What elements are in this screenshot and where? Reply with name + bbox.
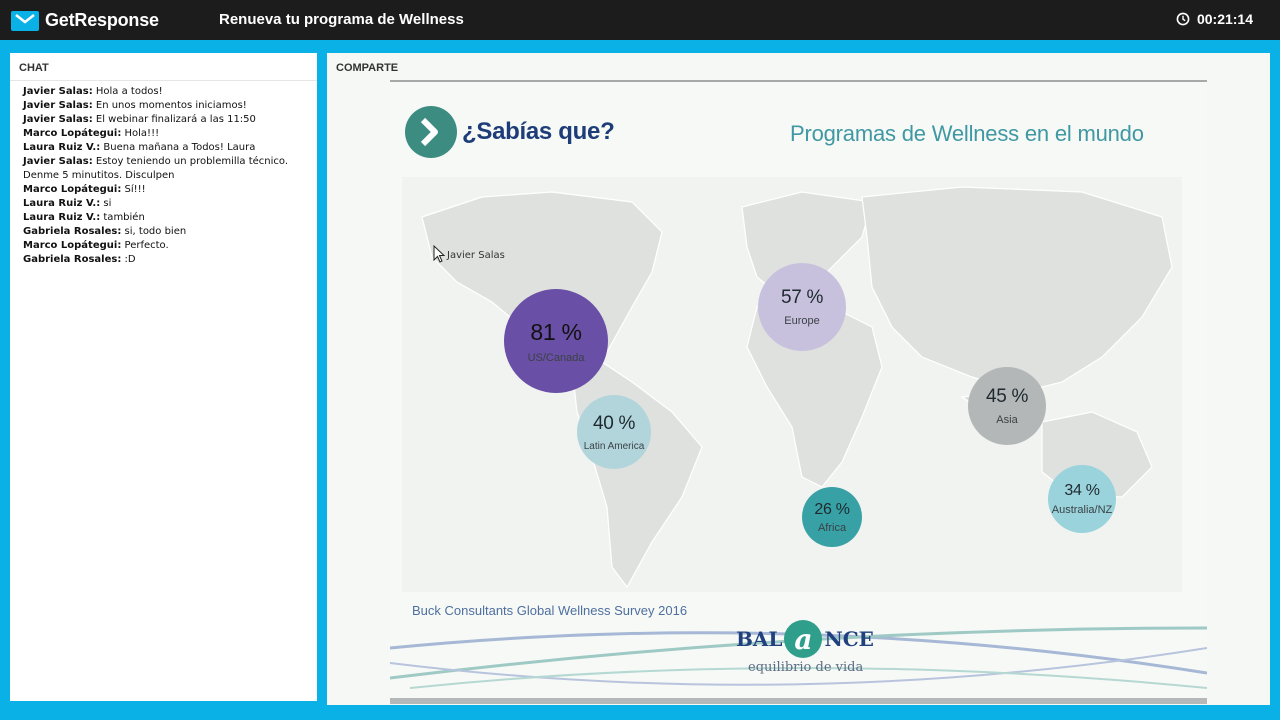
bubble-region: Africa [817,521,847,534]
chat-message-author: Javier Salas: [23,156,93,167]
chat-message-author: Laura Ruiz V.: [23,198,101,209]
chat-message-text: Perfecto. [124,240,169,251]
chat-message-text: Estoy teniendo un problemilla técnico. D… [23,156,289,181]
share-header: COMPARTE [327,53,1270,81]
bubble-europe: 57 % Europe [758,263,846,351]
bubble-percent: 40 % [592,412,636,434]
bubble-region: Latin America [583,440,645,452]
chevron-right-icon [405,106,457,158]
chat-message-author: Laura Ruiz V.: [23,142,101,153]
survey-source: Buck Consultants Global Wellness Survey … [412,603,688,618]
chat-message: Marco Lopátegui: Perfecto. [23,239,309,253]
top-bar: GetResponse Renueva tu programa de Welln… [0,0,1280,40]
chat-message-author: Javier Salas: [23,86,93,97]
bubble-percent: 45 % [985,386,1029,407]
bubble-percent: 34 % [1064,482,1100,499]
slide-title: Programas de Wellness en el mundo [790,121,1144,146]
chat-message-text: Hola!!! [124,128,160,139]
chat-message-text: Buena mañana a Todos! Laura [103,142,256,153]
bubble-percent: 57 % [780,287,824,308]
bubble-africa: 26 % Africa [802,487,862,547]
chat-panel: CHAT Javier Salas: Hola a todos! Javier S… [10,53,317,701]
chat-message: Javier Salas: El webinar finalizará a la… [23,113,309,127]
chat-message-author: Javier Salas: [23,114,93,125]
balance-logo: BAL a NCE [736,620,874,658]
chat-message-author: Marco Lopátegui: [23,184,122,195]
chat-message-author: Gabriela Rosales: [23,226,122,237]
balance-logo-left: BAL [736,627,783,651]
chat-message-text: :D [124,254,136,265]
chat-message-text: si, todo bien [124,226,187,237]
bubble-us-canada: 81 % US/Canada [504,289,608,393]
chat-message: Gabriela Rosales: :D [23,253,309,267]
timer-value: 00:21:14 [1196,11,1253,27]
chat-message-text: también [103,212,145,223]
chat-message: Marco Lopátegui: Hola!!! [23,127,309,141]
balance-logo-right: NCE [824,627,874,651]
getresponse-logo: GetResponse [11,10,159,31]
chat-message-author: Marco Lopátegui: [23,128,122,139]
chat-message: Javier Salas: Hola a todos! [23,85,309,99]
chat-header: CHAT [10,53,317,81]
chat-message: Javier Salas: En unos momentos iniciamos… [23,99,309,113]
chat-message-text: Sí!!! [124,184,146,195]
slide-heading: ¿Sabías que? [462,118,615,145]
chat-message-text: En unos momentos iniciamos! [95,100,247,111]
chat-message: Laura Ruiz V.: si [23,197,309,211]
bubble-region: Australia/NZ [1051,504,1113,516]
webinar-title: Renueva tu programa de Wellness [219,11,464,28]
bubble-percent: 81 % [530,318,582,345]
chat-message: Gabriela Rosales: si, todo bien [23,225,309,239]
chat-message-author: Laura Ruiz V.: [23,212,101,223]
chat-message: Marco Lopátegui: Sí!!! [23,183,309,197]
chat-message: Javier Salas: Estoy teniendo un problemi… [23,155,309,183]
chat-message-text: si [103,198,112,209]
chat-message: Laura Ruiz V.: también [23,211,309,225]
bubble-latin-america: 40 % Latin America [577,395,651,469]
bubble-asia: 45 % Asia [968,367,1046,445]
chat-message: Laura Ruiz V.: Buena mañana a Todos! Lau… [23,141,309,155]
chat-message-text: El webinar finalizará a las 11:50 [95,114,256,125]
chat-message-list[interactable]: Javier Salas: Hola a todos! Javier Salas:… [10,81,317,267]
chat-message-text: Hola a todos! [95,86,163,97]
presenter-cursor-label: Javier Salas [447,250,505,261]
bubble-region: Europe [784,315,820,327]
balance-logo-mark: a [784,620,823,658]
brand-name: GetResponse [45,10,159,30]
chat-message-author: Javier Salas: [23,100,93,111]
presentation-slide: ¿Sabías que? Programas de Wellness en el… [390,80,1207,704]
presenter-cursor-icon [433,245,445,263]
balance-tagline: equilibrio de vida [748,660,864,675]
bubble-region: US/Canada [527,351,585,364]
clock-icon [1176,12,1190,26]
slide-bottom-divider [390,698,1207,704]
chat-message-author: Gabriela Rosales: [23,254,122,265]
session-timer: 00:21:14 [1176,11,1253,27]
world-map [402,177,1182,592]
bubble-australia-nz: 34 % Australia/NZ [1048,465,1116,533]
envelope-icon [11,10,39,31]
slide-top-divider [390,80,1207,82]
bubble-region: Asia [996,414,1018,426]
bubble-percent: 26 % [814,500,850,518]
chat-message-author: Marco Lopátegui: [23,240,122,251]
